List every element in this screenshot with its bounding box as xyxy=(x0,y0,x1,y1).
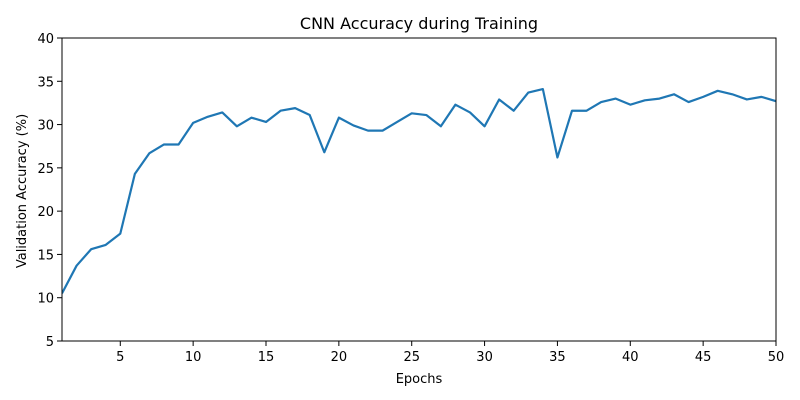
x-axis-title: Epochs xyxy=(396,372,443,387)
y-tick-label: 15 xyxy=(37,248,54,263)
chart-title: CNN Accuracy during Training xyxy=(300,14,538,33)
y-axis-title: Validation Accuracy (%) xyxy=(15,114,30,268)
x-tick-label: 15 xyxy=(258,350,275,365)
series-line xyxy=(62,87,776,294)
x-tick-label: 45 xyxy=(695,350,712,365)
x-tick-label: 30 xyxy=(476,350,493,365)
y-tick-label: 35 xyxy=(37,75,54,90)
x-tick-label: 20 xyxy=(331,350,348,365)
x-axis-ticks: 5 10 15 20 25 30 35 40 45 50 xyxy=(116,341,784,365)
y-tick-label: 5 xyxy=(46,335,54,350)
x-tick-label: 40 xyxy=(622,350,639,365)
x-tick-label: 5 xyxy=(116,350,124,365)
y-axis-ticks: 5 10 15 20 25 30 35 40 xyxy=(37,32,62,350)
y-tick-label: 20 xyxy=(37,205,54,220)
y-tick-label: 30 xyxy=(37,119,54,134)
x-tick-label: 10 xyxy=(185,350,202,365)
y-tick-label: 10 xyxy=(37,292,54,307)
x-tick-label: 50 xyxy=(768,350,785,365)
x-tick-label: 35 xyxy=(549,350,566,365)
plot-frame xyxy=(61,37,777,342)
plot-area xyxy=(62,87,776,294)
x-tick-label: 25 xyxy=(403,350,420,365)
y-tick-label: 25 xyxy=(37,162,54,177)
y-tick-label: 40 xyxy=(37,32,54,47)
